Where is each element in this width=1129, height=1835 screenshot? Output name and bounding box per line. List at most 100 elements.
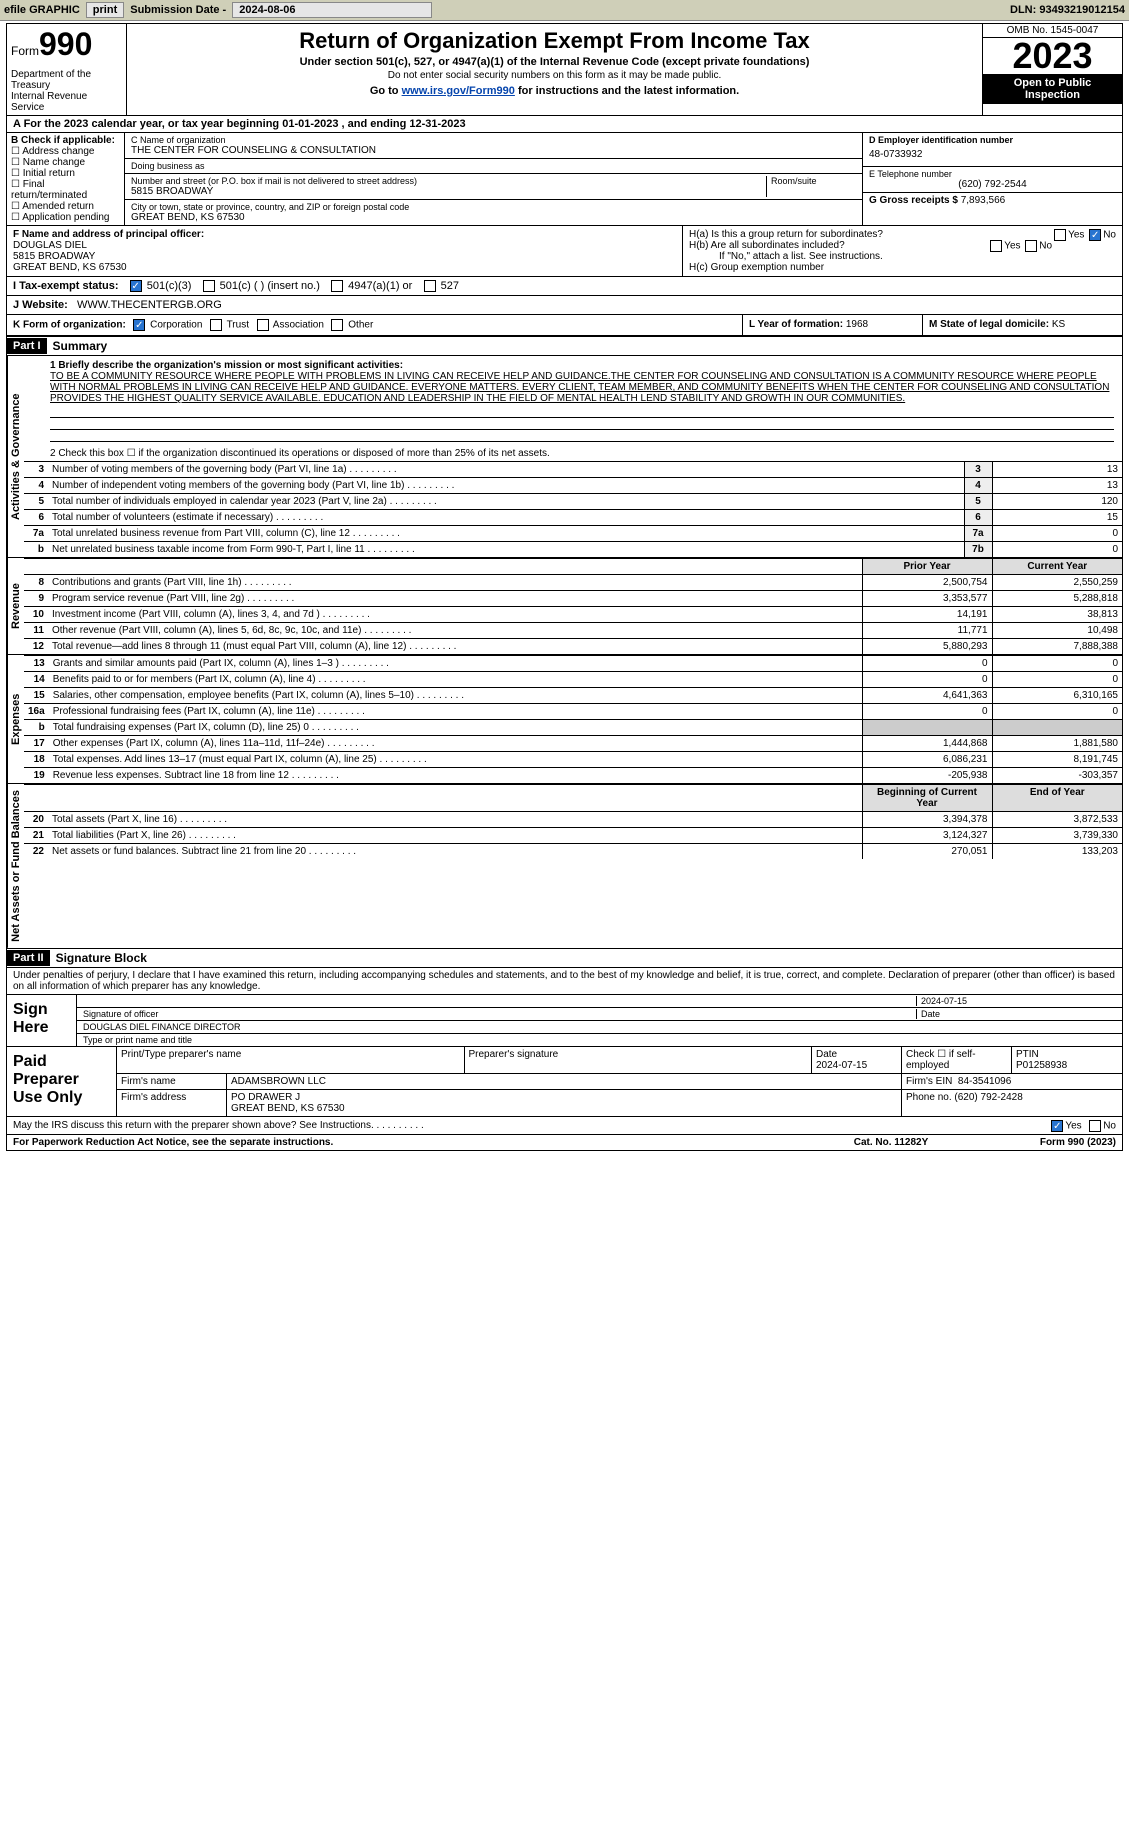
- m-cell: M State of legal domicile: KS: [922, 315, 1122, 335]
- type-print-lbl: Type or print name and title: [83, 1035, 1116, 1045]
- submission-date-value[interactable]: 2024-08-06: [232, 2, 432, 18]
- block-bcde: B Check if applicable: Address change Na…: [7, 133, 1122, 226]
- sign-here-label: Sign Here: [7, 995, 77, 1046]
- discuss-no[interactable]: [1089, 1120, 1101, 1132]
- prep-sig-lbl: Preparer's signature: [465, 1047, 813, 1073]
- chk-name-change[interactable]: Name change: [11, 157, 120, 168]
- side-netassets: Net Assets or Fund Balances: [7, 784, 24, 948]
- form-990: Form990 Department of the Treasury Inter…: [6, 23, 1123, 1151]
- part2-header: Part II Signature Block: [7, 948, 1122, 968]
- chk-4947[interactable]: [331, 280, 343, 292]
- gross-label: G Gross receipts $: [869, 195, 958, 206]
- chk-trust[interactable]: [210, 319, 222, 331]
- cat-no: Cat. No. 11282Y: [816, 1137, 966, 1148]
- dba-label: Doing business as: [131, 161, 856, 171]
- chk-other[interactable]: [331, 319, 343, 331]
- ha-no[interactable]: ✓: [1089, 229, 1101, 241]
- col-b: B Check if applicable: Address change Na…: [7, 133, 125, 225]
- pra-notice: For Paperwork Reduction Act Notice, see …: [13, 1137, 816, 1148]
- chk-final-return[interactable]: Final return/terminated: [11, 179, 120, 201]
- submission-date-label: Submission Date -: [130, 4, 226, 16]
- ein-label: D Employer identification number: [869, 135, 1116, 145]
- chk-501c[interactable]: [203, 280, 215, 292]
- form-ref: Form 990 (2023): [966, 1137, 1116, 1148]
- mission-text: TO BE A COMMUNITY RESOURCE WHERE PEOPLE …: [50, 371, 1109, 404]
- expenses-table: 13Grants and similar amounts paid (Part …: [24, 655, 1122, 783]
- self-employed[interactable]: Check ☐ if self-employed: [902, 1047, 1012, 1073]
- discuss-yes[interactable]: ✓: [1051, 1120, 1063, 1132]
- chk-527[interactable]: [424, 280, 436, 292]
- expenses-block: Expenses 13Grants and similar amounts pa…: [7, 654, 1122, 783]
- sig-officer-lbl: Signature of officer: [83, 1009, 916, 1019]
- part1-body: Activities & Governance 1 Briefly descri…: [7, 356, 1122, 557]
- irs-link[interactable]: www.irs.gov/Form990: [402, 85, 515, 97]
- chk-501c3[interactable]: ✓: [130, 280, 142, 292]
- block-klm: K Form of organization: ✓ Corporation Tr…: [7, 315, 1122, 336]
- netassets-table: Beginning of Current YearEnd of Year20To…: [24, 784, 1122, 859]
- period-line: A For the 2023 calendar year, or tax yea…: [7, 116, 1122, 133]
- j-label: J Website:: [13, 299, 68, 311]
- col-d: D Employer identification number 48-0733…: [862, 133, 1122, 225]
- officer-name: DOUGLAS DIEL: [13, 240, 676, 251]
- form-subtitle: Under section 501(c), 527, or 4947(a)(1)…: [133, 56, 976, 68]
- chk-corp[interactable]: ✓: [133, 319, 145, 331]
- tel-value: (620) 792-2544: [869, 179, 1116, 190]
- col-c: C Name of organization THE CENTER FOR CO…: [125, 133, 862, 225]
- l-cell: L Year of formation: 1968: [742, 315, 922, 335]
- officer-street: 5815 BROADWAY: [13, 251, 676, 262]
- ha-yes[interactable]: [1054, 229, 1066, 241]
- org-name-label: C Name of organization: [131, 135, 856, 145]
- ha-line: H(a) Is this a group return for subordin…: [689, 229, 1116, 240]
- firm-ein: Firm's EIN 84-3541096: [902, 1074, 1122, 1089]
- chk-amended-return[interactable]: Amended return: [11, 201, 120, 212]
- revenue-block: Revenue Prior YearCurrent Year8Contribut…: [7, 557, 1122, 654]
- prep-date: Date2024-07-15: [812, 1047, 902, 1073]
- date-lbl: Date: [916, 1009, 1116, 1019]
- efile-label: efile GRAPHIC: [4, 4, 80, 16]
- line2: 2 Check this box ☐ if the organization d…: [24, 442, 1122, 461]
- hb-no[interactable]: [1025, 240, 1037, 252]
- sig-date: 2024-07-15: [916, 996, 1116, 1006]
- chk-assoc[interactable]: [257, 319, 269, 331]
- paid-preparer-block: Paid Preparer Use Only Print/Type prepar…: [7, 1046, 1122, 1116]
- street-label: Number and street (or P.O. box if mail i…: [131, 176, 766, 186]
- firm-name: ADAMSBROWN LLC: [227, 1074, 902, 1089]
- print-button[interactable]: print: [86, 2, 124, 18]
- part1-title: Summary: [47, 337, 114, 355]
- side-revenue: Revenue: [7, 558, 24, 654]
- part1-header: Part I Summary: [7, 336, 1122, 356]
- page-footer: For Paperwork Reduction Act Notice, see …: [7, 1134, 1122, 1150]
- i-label: I Tax-exempt status:: [13, 280, 119, 292]
- hc-line: H(c) Group exemption number: [689, 262, 1116, 273]
- hb-yes[interactable]: [990, 240, 1002, 252]
- officer-label: F Name and address of principal officer:: [13, 229, 676, 240]
- org-name: THE CENTER FOR COUNSELING & CONSULTATION: [131, 145, 856, 156]
- col-b-head: B Check if applicable:: [11, 135, 120, 146]
- block-j: J Website: WWW.THECENTERGB.ORG: [7, 296, 1122, 315]
- dept-treasury: Department of the Treasury Internal Reve…: [11, 69, 122, 113]
- perjury-declaration: Under penalties of perjury, I declare th…: [7, 968, 1122, 995]
- gross-value: 7,893,566: [961, 195, 1006, 206]
- block-fh: F Name and address of principal officer:…: [7, 226, 1122, 277]
- firm-addr: PO DRAWER JGREAT BEND, KS 67530: [227, 1090, 902, 1116]
- firm-addr-lbl: Firm's address: [117, 1090, 227, 1116]
- tax-year: 2023: [983, 38, 1122, 74]
- chk-application-pending[interactable]: Application pending: [11, 212, 120, 223]
- line1: 1 Briefly describe the organization's mi…: [24, 356, 1122, 406]
- part2-title: Signature Block: [50, 949, 153, 967]
- blank-rule-2: [50, 418, 1114, 430]
- tel-label: E Telephone number: [869, 169, 1116, 179]
- firm-name-lbl: Firm's name: [117, 1074, 227, 1089]
- side-activities: Activities & Governance: [7, 356, 24, 557]
- firm-phone: Phone no. (620) 792-2428: [902, 1090, 1122, 1116]
- paid-preparer-label: Paid Preparer Use Only: [7, 1047, 117, 1116]
- side-expenses: Expenses: [7, 655, 24, 783]
- form-label: Form990: [11, 26, 122, 63]
- toolbar: efile GRAPHIC print Submission Date - 20…: [0, 0, 1129, 21]
- hb-line: H(b) Are all subordinates included? Yes …: [689, 240, 1116, 251]
- chk-address-change[interactable]: Address change: [11, 146, 120, 157]
- officer-printed: DOUGLAS DIEL FINANCE DIRECTOR: [83, 1022, 1116, 1032]
- form-title: Return of Organization Exempt From Incom…: [133, 28, 976, 54]
- chk-initial-return[interactable]: Initial return: [11, 168, 120, 179]
- activities-table: 3Number of voting members of the governi…: [24, 461, 1122, 557]
